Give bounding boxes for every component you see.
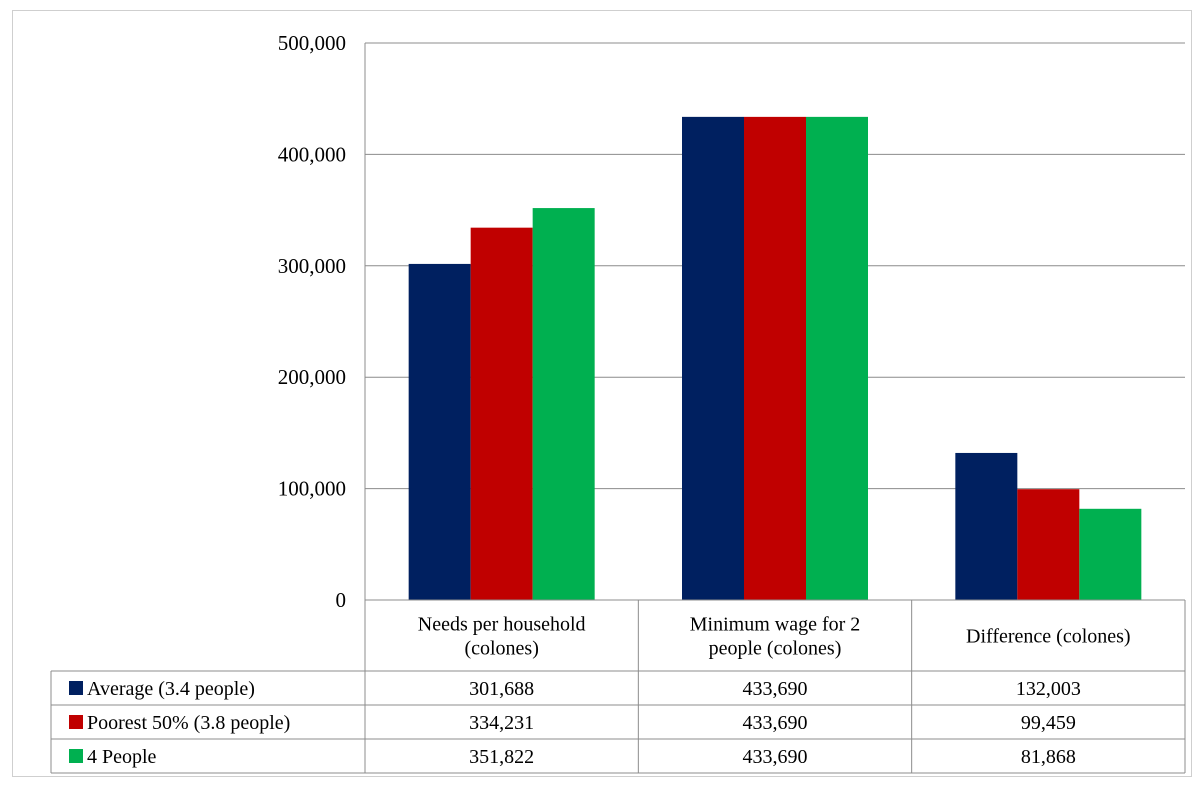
data-table-value: 301,688 (469, 678, 534, 700)
bar (1017, 489, 1080, 600)
legend-series-name: Average (3.4 people) (87, 678, 255, 700)
bar (955, 452, 1018, 600)
bar (682, 116, 744, 601)
data-table-value: 132,003 (1016, 678, 1081, 700)
data-table-value: 81,868 (1021, 746, 1076, 768)
y-tick-label: 500,000 (278, 31, 346, 55)
legend-series-name: Poorest 50% (3.8 people) (87, 712, 290, 734)
legend-key (69, 749, 83, 763)
bar (532, 208, 595, 600)
y-tick-label: 400,000 (278, 142, 346, 166)
legend-key (69, 715, 83, 729)
y-tick-label: 300,000 (278, 254, 346, 278)
data-table-value: 433,690 (743, 678, 808, 700)
legend-key (69, 681, 83, 695)
bar (1079, 508, 1142, 600)
category-label: Minimum wage for 2 (690, 614, 861, 636)
data-table-value: 433,690 (743, 712, 808, 734)
data-table-value: 99,459 (1021, 712, 1076, 734)
data-table-value: 433,690 (743, 746, 808, 768)
y-tick-label: 200,000 (278, 365, 346, 389)
bar (470, 227, 533, 600)
category-label: Difference (colones) (966, 626, 1131, 648)
y-tick-label: 0 (336, 588, 347, 612)
category-label: (colones) (464, 638, 538, 660)
category-label: people (colones) (709, 638, 842, 660)
data-table-value: 334,231 (469, 712, 534, 734)
bar (744, 116, 806, 601)
legend-series-name: 4 People (87, 746, 157, 768)
bar (806, 116, 868, 601)
y-tick-label: 100,000 (278, 477, 346, 501)
chart-frame: 0 100,000 200,000 300,000 400,000 500,000 Need… (12, 10, 1192, 777)
category-label: Needs per household (418, 614, 586, 636)
bar-chart: 0 100,000 200,000 300,000 400,000 500,000 Need… (50, 31, 1186, 774)
data-table-value: 351,822 (469, 746, 534, 768)
bar (408, 263, 471, 600)
